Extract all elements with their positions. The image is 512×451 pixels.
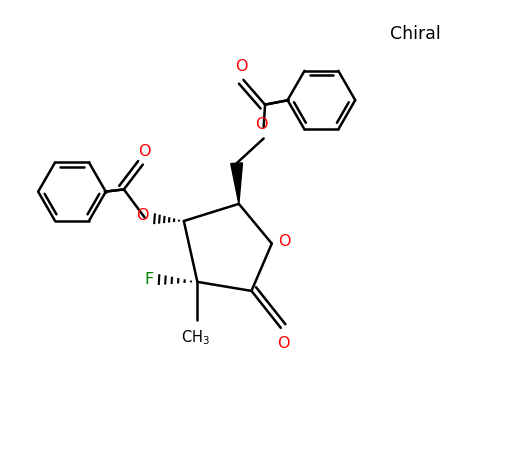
Text: O: O: [277, 336, 289, 351]
Text: O: O: [138, 144, 151, 159]
Polygon shape: [231, 163, 243, 204]
Text: F: F: [144, 272, 154, 287]
Text: CH$_3$: CH$_3$: [181, 328, 209, 347]
Text: Chiral: Chiral: [390, 25, 441, 43]
Text: O: O: [235, 60, 247, 74]
Text: O: O: [255, 117, 268, 132]
Text: O: O: [137, 208, 149, 223]
Text: O: O: [279, 234, 291, 249]
